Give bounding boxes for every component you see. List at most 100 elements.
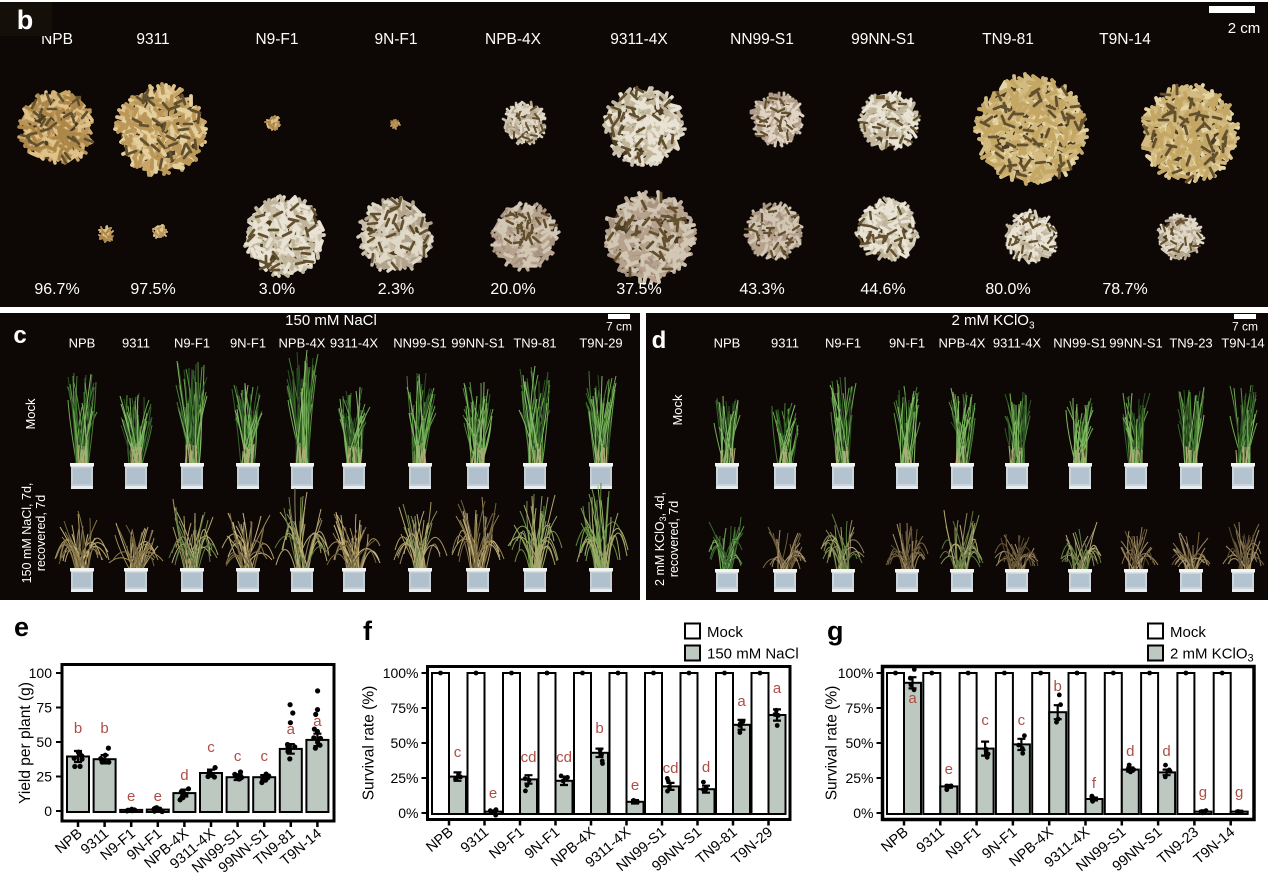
svg-text:NPB: NPB [714,336,741,351]
svg-text:d: d [1162,743,1170,760]
svg-text:7 cm: 7 cm [606,320,632,334]
svg-text:b: b [17,5,34,35]
svg-text:96.7%: 96.7% [34,281,79,298]
svg-text:a: a [287,721,296,738]
svg-text:TN9-23: TN9-23 [1169,336,1212,351]
svg-text:NPB-4X: NPB-4X [279,336,326,351]
svg-text:Survival rate (%): Survival rate (%) [361,686,378,801]
svg-text:150 mM NaCl, 7d,: 150 mM NaCl, 7d, [20,483,34,584]
svg-text:99NN-S1: 99NN-S1 [851,31,915,48]
svg-text:9311-4X: 9311-4X [330,336,379,351]
svg-text:9311: 9311 [122,336,150,351]
svg-text:2 mM KClO3: 2 mM KClO3 [1170,646,1254,665]
svg-text:Yield per plant (g): Yield per plant (g) [17,682,34,804]
svg-text:150 mM NaCl: 150 mM NaCl [707,646,799,663]
svg-text:3.0%: 3.0% [259,281,295,298]
svg-text:9N-F1: 9N-F1 [230,336,266,351]
svg-text:44.6%: 44.6% [860,281,905,298]
svg-text:b: b [74,720,82,737]
svg-text:d: d [1126,743,1134,760]
svg-text:9N-F1: 9N-F1 [374,31,417,48]
svg-text:e: e [14,612,29,642]
svg-text:N9-F1: N9-F1 [943,824,984,862]
svg-text:c: c [454,744,462,761]
svg-text:d: d [652,327,667,354]
svg-text:NN99-S1: NN99-S1 [1053,336,1106,351]
svg-text:80.0%: 80.0% [985,281,1030,298]
svg-text:g: g [1235,784,1243,801]
svg-text:150 mM NaCl: 150 mM NaCl [285,313,377,329]
svg-text:25%: 25% [390,770,418,786]
svg-text:a: a [773,680,782,697]
svg-text:9N-F1: 9N-F1 [889,336,925,351]
svg-text:NN99-S1: NN99-S1 [393,336,446,351]
svg-text:99NN-S1: 99NN-S1 [451,336,504,351]
svg-text:50: 50 [36,734,52,750]
svg-text:N9-F1: N9-F1 [825,336,861,351]
svg-text:Mock: Mock [1170,624,1206,641]
svg-text:T9N-14: T9N-14 [1191,824,1238,867]
svg-text:c: c [13,322,26,349]
svg-text:0: 0 [44,803,52,819]
svg-text:a: a [313,713,322,730]
svg-text:NPB: NPB [423,824,456,855]
svg-text:g: g [827,616,844,646]
svg-text:T9N-14: T9N-14 [1099,31,1151,48]
svg-text:Mock: Mock [707,624,743,641]
svg-text:T9N-29: T9N-29 [579,336,622,351]
svg-text:75%: 75% [390,700,418,716]
svg-text:100: 100 [29,665,53,681]
svg-text:0%: 0% [398,805,418,821]
svg-text:N9-F1: N9-F1 [255,31,298,48]
svg-text:Survival rate (%): Survival rate (%) [824,686,841,801]
svg-text:a: a [737,693,746,710]
svg-text:25: 25 [36,769,52,785]
svg-text:d: d [180,767,188,784]
svg-text:9311: 9311 [914,824,948,856]
svg-text:NPB-4X: NPB-4X [939,336,986,351]
svg-text:97.5%: 97.5% [130,281,175,298]
svg-text:43.3%: 43.3% [739,281,784,298]
svg-text:TN9-81: TN9-81 [982,31,1034,48]
svg-text:cd: cd [521,749,537,766]
svg-text:e: e [489,785,497,802]
svg-text:recovered, 7d: recovered, 7d [667,501,681,577]
svg-text:recovered, 7d: recovered, 7d [34,495,48,571]
svg-text:c: c [1018,712,1026,729]
svg-text:d: d [702,759,710,776]
svg-text:50%: 50% [845,735,873,751]
svg-text:c: c [260,748,268,765]
svg-text:g: g [1199,784,1207,801]
svg-text:100%: 100% [383,665,419,681]
svg-text:TN9-81: TN9-81 [513,336,556,351]
svg-text:e: e [631,777,639,794]
svg-text:e: e [154,788,162,805]
svg-text:c: c [207,739,215,756]
svg-text:NPB: NPB [69,336,96,351]
svg-text:2 mM KClO3: 2 mM KClO3 [951,313,1035,332]
svg-text:Mock: Mock [670,394,685,426]
svg-text:NN99-S1: NN99-S1 [730,31,794,48]
svg-text:Mock: Mock [23,398,38,430]
svg-text:cd: cd [663,760,679,777]
svg-text:100%: 100% [838,665,874,681]
svg-text:78.7%: 78.7% [1102,281,1147,298]
svg-text:e: e [127,788,135,805]
svg-text:2 cm: 2 cm [1228,20,1261,37]
svg-text:50%: 50% [390,735,418,751]
svg-text:f: f [1092,775,1097,792]
svg-text:f: f [363,616,373,646]
svg-text:0%: 0% [853,805,873,821]
svg-text:NPB: NPB [878,824,911,855]
svg-text:N9-F1: N9-F1 [174,336,210,351]
svg-text:e: e [945,761,953,778]
svg-text:75: 75 [36,700,52,716]
svg-text:a: a [908,690,917,707]
svg-text:NPB: NPB [52,826,85,857]
svg-text:2 mM KClO3, 4d,: 2 mM KClO3, 4d, [653,492,668,586]
svg-text:9311: 9311 [136,31,169,48]
svg-text:20.0%: 20.0% [490,281,535,298]
svg-text:2.3%: 2.3% [378,281,414,298]
svg-text:9311-4X: 9311-4X [993,336,1042,351]
svg-text:9311: 9311 [771,336,799,351]
